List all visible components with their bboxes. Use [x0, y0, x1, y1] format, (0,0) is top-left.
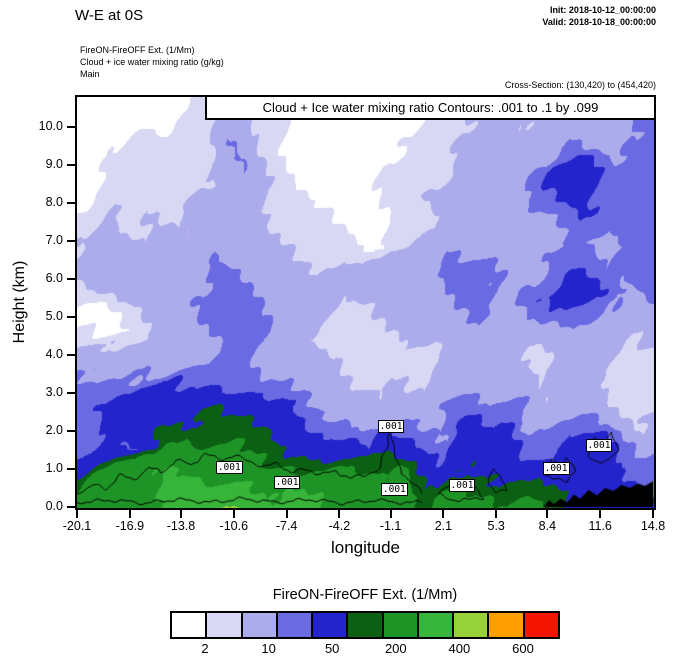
x-tick-mark: [442, 510, 445, 518]
colorbar-cell: [524, 613, 558, 637]
y-tick-mark: [67, 278, 75, 281]
experiment-label: FireON-FireOFF Ext. (1/Mm): [80, 45, 195, 55]
colorbar-tick-label: 600: [512, 641, 534, 656]
colorbar-cell: [313, 613, 349, 637]
contour-label: .001: [377, 420, 405, 434]
colorbar-tick-label: 50: [324, 641, 340, 656]
y-tick-mark: [67, 392, 75, 395]
x-tick-label: 2.1: [434, 519, 453, 533]
x-axis-title: longitude: [330, 538, 400, 557]
x-tick-mark: [389, 510, 392, 518]
y-tick-label: 8.0: [45, 195, 63, 210]
contour-label: .001: [448, 479, 476, 493]
x-tick-mark: [546, 510, 549, 518]
x-tick-label: -13.8: [166, 519, 196, 533]
contour-label: .001: [380, 482, 408, 496]
y-tick-mark: [67, 468, 75, 471]
x-tick-label: 14.8: [640, 519, 666, 533]
cross-section-coords: Cross-Section: (130,420) to (454,420): [504, 80, 656, 90]
contour-field-canvas: [77, 97, 654, 508]
x-tick-label: 8.4: [538, 519, 557, 533]
colorbar-cell: [207, 613, 243, 637]
valid-timestamp: Valid: 2018-10-18_00:00:00: [542, 17, 656, 28]
colorbar-tick-label: 200: [384, 641, 407, 656]
colorbar-cell: [418, 613, 455, 637]
contour-label: .001: [542, 462, 570, 476]
colorbar-title: FireON-FireOFF Ext. (1/Mm): [272, 587, 458, 603]
y-tick-mark: [67, 316, 75, 319]
x-tick-mark: [232, 510, 235, 518]
timestamp-block: Init: 2018-10-12_00:00:00 Valid: 2018-10…: [542, 4, 656, 28]
variable-label: Cloud + ice water mixing ratio (g/kg): [80, 57, 224, 68]
contour-label: .001: [585, 439, 613, 453]
colorbar: [170, 611, 560, 639]
contour-info-banner: Cloud + Ice water mixing ratio Contours:…: [205, 97, 654, 120]
y-tick-label: 6.0: [45, 271, 63, 286]
figure-title: W-E at 0S: [75, 7, 144, 24]
y-tick-mark: [67, 126, 75, 129]
x-tick-mark: [128, 510, 131, 518]
plot-frame: Cloud + Ice water mixing ratio Contours:…: [75, 95, 656, 510]
colorbar-cell: [489, 613, 525, 637]
y-tick-mark: [67, 354, 75, 357]
init-timestamp: Init: 2018-10-12_00:00:00: [549, 5, 656, 15]
domain-label: Main: [80, 69, 100, 80]
y-tick-label: 7.0: [45, 233, 63, 248]
x-tick-label: -4.2: [328, 519, 351, 533]
colorbar-cell: [383, 613, 419, 637]
colorbar-cell: [242, 613, 278, 637]
contour-label: .001: [273, 476, 301, 490]
y-tick-label: 5.0: [45, 309, 63, 324]
x-tick-label: -1.1: [379, 519, 402, 533]
y-tick-mark: [67, 240, 75, 243]
x-tick-label: 5.3: [487, 519, 505, 533]
x-tick-mark: [652, 510, 654, 518]
colorbar-tick-label: 400: [448, 641, 471, 656]
y-tick-mark: [67, 164, 75, 167]
y-tick-mark: [67, 202, 75, 205]
x-tick-mark: [179, 510, 182, 518]
y-tick-label: 3.0: [45, 385, 63, 400]
x-tick-mark: [495, 510, 498, 518]
colorbar-tick-label: 2: [201, 641, 209, 656]
contour-label: .001: [215, 461, 243, 475]
x-tick-label: -20.1: [62, 519, 92, 533]
x-tick-label: -7.4: [275, 519, 298, 533]
x-tick-label: 11.6: [588, 519, 612, 533]
colorbar-cell: [277, 613, 314, 637]
x-tick-mark: [599, 510, 602, 518]
y-tick-label: 10.0: [38, 119, 63, 134]
y-tick-label: 0.0: [45, 499, 63, 513]
x-tick-mark: [76, 510, 78, 518]
x-tick-label: -16.9: [115, 519, 145, 533]
colorbar-cell: [172, 613, 208, 637]
y-tick-label: 9.0: [45, 157, 63, 172]
y-tick-label: 4.0: [45, 347, 63, 362]
x-tick-mark: [338, 510, 341, 518]
y-tick-mark: [67, 506, 75, 508]
x-tick-label: -10.6: [219, 519, 249, 533]
x-tick-mark: [285, 510, 288, 518]
meta-block: FireON-FireOFF Ext. (1/Mm) Cloud + ice w…: [80, 44, 224, 80]
colorbar-cell: [348, 613, 384, 637]
y-tick-label: 1.0: [45, 461, 63, 476]
colorbar-tick-label: 10: [261, 641, 276, 656]
colorbar-cell: [454, 613, 490, 637]
y-tick-label: 2.0: [45, 423, 63, 438]
y-tick-mark: [67, 430, 75, 433]
